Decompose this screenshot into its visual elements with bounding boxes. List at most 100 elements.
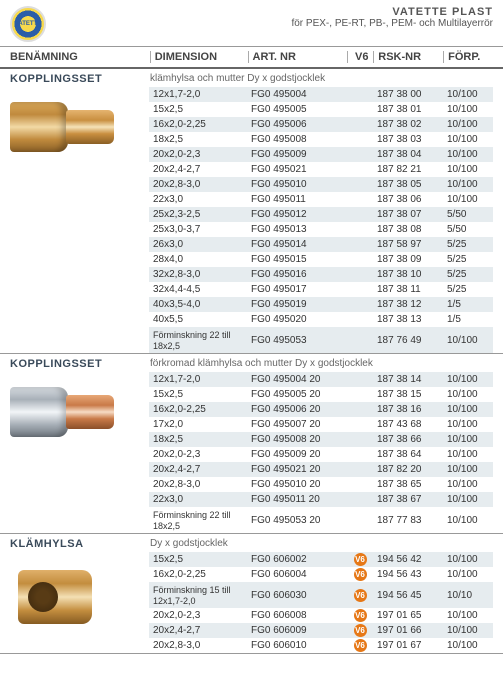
cell-dimension: 20x2,0-2,3	[149, 449, 247, 460]
cell-dimension: 12x1,7-2,0	[149, 374, 247, 385]
table-row: 20x2,8-3,0FG0 495010187 38 0510/100	[149, 177, 493, 192]
table-row: 20x2,0-2,3FG0 606008V6197 01 6510/100	[149, 608, 493, 623]
cell-v6: V6	[347, 568, 373, 581]
cell-artnr: FG0 495021 20	[247, 464, 347, 475]
cell-dimension: 32x4,4-4,5	[149, 284, 247, 295]
cell-dimension: 28x4,0	[149, 254, 247, 265]
cell-artnr: FG0 495004	[247, 89, 347, 100]
rows-container: 12x1,7-2,0FG0 495004 20187 38 1410/10015…	[149, 372, 493, 533]
cell-artnr: FG0 495005 20	[247, 389, 347, 400]
cell-rsk: 187 58 97	[373, 239, 443, 250]
cell-artnr: FG0 495014	[247, 239, 347, 250]
brand-logo: VATETTE	[10, 6, 46, 42]
table-row: 15x2,5FG0 606002V6194 56 4210/100	[149, 552, 493, 567]
section-header: KLÄMHYLSADy x godstjocklek	[0, 534, 503, 552]
cell-artnr: FG0 495008	[247, 134, 347, 145]
cell-forp: 10/100	[443, 389, 493, 400]
cell-artnr: FG0 495006 20	[247, 404, 347, 415]
cell-rsk: 187 38 64	[373, 449, 443, 460]
cell-dimension: 20x2,8-3,0	[149, 179, 247, 190]
cell-rsk: 187 38 66	[373, 434, 443, 445]
cell-rsk: 194 56 45	[373, 590, 443, 601]
product-section: KLÄMHYLSADy x godstjocklek15x2,5FG0 6060…	[0, 534, 503, 654]
cell-rsk: 187 38 05	[373, 179, 443, 190]
col-forp: FÖRP.	[443, 51, 493, 63]
cell-dimension: Förminskning 22 till 18x2,5	[149, 329, 247, 352]
cell-forp: 5/25	[443, 254, 493, 265]
cell-forp: 10/100	[443, 464, 493, 475]
col-name: BENÄMNING	[10, 51, 150, 63]
cell-v6: V6	[347, 553, 373, 566]
v6-badge-icon: V6	[354, 639, 367, 652]
cell-forp: 10/100	[443, 335, 493, 346]
section-body: 12x1,7-2,0FG0 495004187 38 0010/10015x2,…	[0, 87, 503, 354]
cell-forp: 10/100	[443, 164, 493, 175]
table-row: 15x2,5FG0 495005 20187 38 1510/100	[149, 387, 493, 402]
cell-artnr: FG0 606009	[247, 625, 347, 636]
table-row: 20x2,0-2,3FG0 495009187 38 0410/100	[149, 147, 493, 162]
cell-rsk: 194 56 42	[373, 554, 443, 565]
table-row: 16x2,0-2,25FG0 606004V6194 56 4310/100	[149, 567, 493, 582]
cell-forp: 5/50	[443, 209, 493, 220]
cell-rsk: 187 38 03	[373, 134, 443, 145]
table-row: 12x1,7-2,0FG0 495004 20187 38 1410/100	[149, 372, 493, 387]
page-header: VATETTE VATETTE PLAST för PEX-, PE-RT, P…	[0, 0, 503, 46]
klamhylsa-image	[10, 564, 100, 630]
cell-artnr: FG0 606002	[247, 554, 347, 565]
brand-name: VATETTE PLAST	[291, 6, 493, 18]
cell-dimension: 17x2,0	[149, 419, 247, 430]
col-rsk: RSK-NR	[373, 51, 443, 63]
cell-dimension: 26x3,0	[149, 239, 247, 250]
cell-rsk: 187 38 00	[373, 89, 443, 100]
cell-rsk: 187 38 04	[373, 149, 443, 160]
table-row: 25x2,3-2,5FG0 495012187 38 075/50	[149, 207, 493, 222]
cell-forp: 10/100	[443, 554, 493, 565]
product-image-col	[10, 552, 149, 653]
table-row: 20x2,4-2,7FG0 606009V6197 01 6610/100	[149, 623, 493, 638]
cell-forp: 10/100	[443, 449, 493, 460]
cell-dimension: 20x2,0-2,3	[149, 610, 247, 621]
cell-rsk: 187 38 06	[373, 194, 443, 205]
cell-dimension: 15x2,5	[149, 389, 247, 400]
cell-v6: V6	[347, 589, 373, 602]
section-header: KOPPLINGSSETförkromad klämhylsa och mutt…	[0, 354, 503, 372]
cell-artnr: FG0 495016	[247, 269, 347, 280]
section-subtitle: Dy x godstjocklek	[150, 538, 493, 550]
table-row: 16x2,0-2,25FG0 495006 20187 38 1610/100	[149, 402, 493, 417]
cell-forp: 10/100	[443, 434, 493, 445]
section-title: KLÄMHYLSA	[10, 538, 150, 550]
table-row: 20x2,8-3,0FG0 606010V6197 01 6710/100	[149, 638, 493, 653]
cell-forp: 10/100	[443, 479, 493, 490]
product-image-col	[10, 87, 149, 353]
cell-rsk: 197 01 67	[373, 640, 443, 651]
table-row: Förminskning 15 till 12x1,7-2,0FG0 60603…	[149, 582, 493, 608]
cell-artnr: FG0 606030	[247, 590, 347, 601]
table-row: Förminskning 22 till 18x2,5FG0 495053187…	[149, 327, 493, 353]
cell-dimension: 15x2,5	[149, 554, 247, 565]
table-row: 18x2,5FG0 495008 20187 38 6610/100	[149, 432, 493, 447]
cell-artnr: FG0 606010	[247, 640, 347, 651]
cell-forp: 10/100	[443, 419, 493, 430]
column-headers: BENÄMNING DIMENSION ART. NR V6 RSK-NR FÖ…	[0, 46, 503, 69]
rows-container: 15x2,5FG0 606002V6194 56 4210/10016x2,0-…	[149, 552, 493, 653]
col-v6: V6	[347, 51, 373, 63]
section-subtitle: förkromad klämhylsa och mutter Dy x gods…	[150, 358, 493, 370]
cell-dimension: 25x2,3-2,5	[149, 209, 247, 220]
cell-artnr: FG0 495005	[247, 104, 347, 115]
cell-forp: 10/100	[443, 149, 493, 160]
table-row: 20x2,4-2,7FG0 495021187 82 2110/100	[149, 162, 493, 177]
section-body: 15x2,5FG0 606002V6194 56 4210/10016x2,0-…	[0, 552, 503, 654]
cell-dimension: 20x2,8-3,0	[149, 479, 247, 490]
cell-artnr: FG0 495010	[247, 179, 347, 190]
cell-v6: V6	[347, 639, 373, 652]
cell-dimension: 16x2,0-2,25	[149, 569, 247, 580]
cell-artnr: FG0 606008	[247, 610, 347, 621]
cell-artnr: FG0 495012	[247, 209, 347, 220]
cell-artnr: FG0 606004	[247, 569, 347, 580]
cell-rsk: 197 01 66	[373, 625, 443, 636]
cell-artnr: FG0 495006	[247, 119, 347, 130]
cell-rsk: 187 38 09	[373, 254, 443, 265]
v6-badge-icon: V6	[354, 624, 367, 637]
cell-dimension: 20x2,4-2,7	[149, 625, 247, 636]
cell-dimension: 20x2,4-2,7	[149, 464, 247, 475]
